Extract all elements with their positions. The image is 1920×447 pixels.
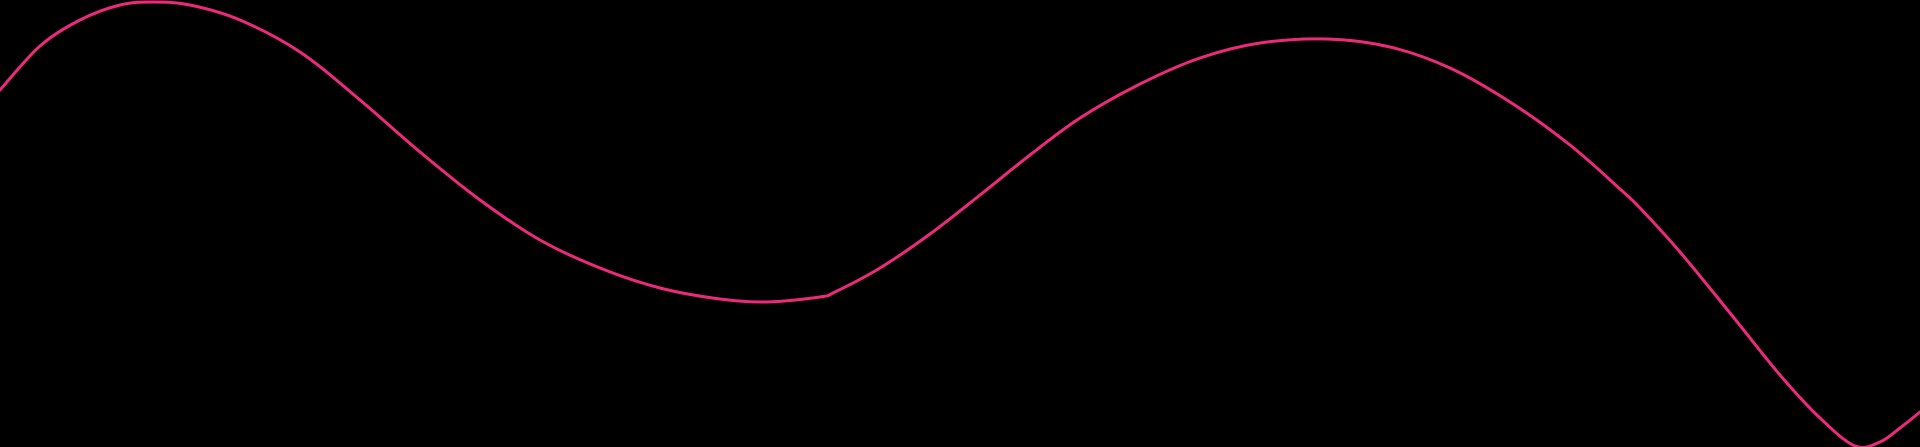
wave-chart-svg [0,0,1920,447]
chart-background [0,0,1920,447]
wave-line-series [0,0,1920,447]
wave-chart-canvas [0,0,1920,447]
